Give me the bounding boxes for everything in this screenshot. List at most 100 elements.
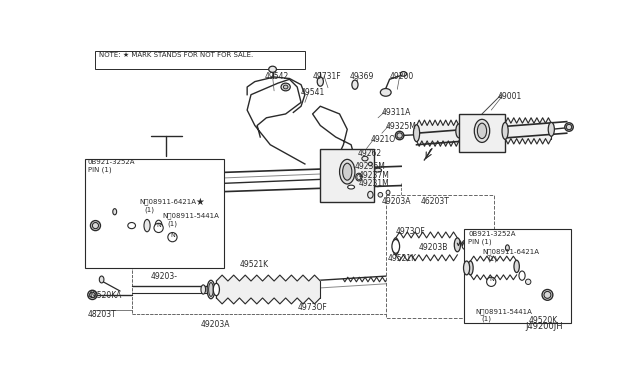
Text: 4921O: 4921O	[371, 135, 396, 144]
Ellipse shape	[342, 163, 352, 180]
Ellipse shape	[201, 285, 205, 294]
Text: (1): (1)	[168, 220, 178, 227]
Ellipse shape	[352, 80, 358, 89]
Text: PIN (1): PIN (1)	[88, 166, 111, 173]
Text: Nら08911-6421A: Nら08911-6421A	[482, 248, 539, 254]
Ellipse shape	[477, 123, 486, 139]
Text: 49203-: 49203-	[151, 272, 178, 281]
Ellipse shape	[462, 240, 468, 250]
Ellipse shape	[367, 191, 373, 198]
Text: N: N	[156, 223, 161, 228]
Text: 49203B: 49203B	[419, 243, 448, 252]
Ellipse shape	[544, 291, 551, 298]
Text: NOTE: ★ MARK STANDS FOR NOT FOR SALE.: NOTE: ★ MARK STANDS FOR NOT FOR SALE.	[99, 52, 253, 58]
Text: 49203A: 49203A	[201, 320, 230, 329]
Text: 49369: 49369	[349, 73, 374, 81]
Ellipse shape	[390, 275, 397, 284]
Ellipse shape	[514, 260, 519, 273]
Ellipse shape	[357, 174, 361, 180]
Ellipse shape	[566, 124, 572, 130]
Ellipse shape	[395, 279, 403, 285]
Text: Nら08911-5441A: Nら08911-5441A	[476, 308, 532, 315]
Ellipse shape	[92, 222, 99, 229]
Text: 49311A: 49311A	[382, 108, 412, 117]
Ellipse shape	[468, 261, 473, 275]
Text: 49001: 49001	[497, 92, 522, 102]
Ellipse shape	[88, 290, 97, 299]
Ellipse shape	[128, 222, 136, 229]
Ellipse shape	[362, 156, 368, 161]
Text: 49541: 49541	[301, 88, 325, 97]
Ellipse shape	[386, 190, 390, 195]
Text: 49520K: 49520K	[528, 316, 557, 325]
Ellipse shape	[502, 122, 508, 140]
Ellipse shape	[392, 240, 399, 253]
Text: PIN (1): PIN (1)	[468, 239, 492, 245]
Bar	[459, 114, 505, 153]
Bar	[86, 158, 224, 268]
Ellipse shape	[342, 166, 353, 183]
Text: 49521K: 49521K	[388, 254, 417, 263]
Ellipse shape	[339, 162, 356, 186]
Ellipse shape	[281, 83, 291, 91]
Ellipse shape	[525, 279, 531, 285]
Text: 49520KA: 49520KA	[88, 291, 122, 300]
Ellipse shape	[393, 238, 399, 255]
Text: 49231M: 49231M	[359, 179, 390, 188]
Text: ★: ★	[196, 197, 204, 207]
Text: 46203T: 46203T	[420, 197, 449, 206]
Ellipse shape	[485, 239, 492, 248]
Ellipse shape	[463, 261, 470, 275]
Ellipse shape	[340, 159, 355, 184]
Ellipse shape	[519, 271, 525, 280]
Ellipse shape	[380, 89, 391, 96]
Ellipse shape	[401, 71, 406, 76]
Ellipse shape	[90, 292, 95, 298]
Ellipse shape	[542, 289, 553, 300]
Ellipse shape	[90, 221, 100, 231]
Ellipse shape	[284, 85, 288, 89]
Text: J49200JH: J49200JH	[525, 322, 563, 331]
Text: 49325M: 49325M	[386, 122, 417, 131]
Text: 4973OF: 4973OF	[297, 302, 327, 312]
Text: 49521K: 49521K	[239, 260, 269, 269]
Ellipse shape	[213, 283, 220, 296]
Text: 0B921-3252A: 0B921-3252A	[468, 231, 516, 237]
Text: (1): (1)	[145, 206, 155, 213]
Ellipse shape	[155, 220, 162, 231]
Text: 0B921-3252A: 0B921-3252A	[88, 158, 135, 164]
Bar	[95, 51, 305, 69]
Text: N: N	[489, 277, 493, 282]
Ellipse shape	[207, 280, 215, 299]
Ellipse shape	[396, 131, 404, 140]
Ellipse shape	[454, 238, 460, 252]
Ellipse shape	[369, 162, 372, 166]
Ellipse shape	[99, 276, 104, 283]
Ellipse shape	[144, 219, 150, 232]
Ellipse shape	[456, 124, 462, 138]
Text: 48203T: 48203T	[88, 310, 116, 319]
Text: Nら08911-6421A: Nら08911-6421A	[140, 199, 196, 205]
Ellipse shape	[317, 77, 323, 86]
Ellipse shape	[132, 174, 147, 196]
Text: Nら08911-5441A: Nら08911-5441A	[163, 212, 220, 219]
Bar	[386, 195, 493, 318]
Text: 49262: 49262	[357, 150, 381, 158]
Ellipse shape	[348, 185, 355, 189]
Polygon shape	[216, 275, 320, 304]
Circle shape	[486, 277, 496, 286]
Ellipse shape	[158, 169, 175, 195]
Ellipse shape	[480, 242, 484, 248]
Ellipse shape	[413, 125, 420, 142]
Polygon shape	[470, 256, 516, 280]
Text: 49542: 49542	[265, 73, 289, 81]
Ellipse shape	[506, 245, 509, 251]
Text: (1): (1)	[481, 316, 492, 322]
Text: N: N	[170, 232, 175, 237]
Text: 4973OF: 4973OF	[396, 227, 426, 236]
Ellipse shape	[564, 123, 573, 131]
Ellipse shape	[374, 168, 381, 172]
Bar	[320, 148, 374, 202]
Polygon shape	[396, 232, 458, 261]
Ellipse shape	[136, 178, 143, 192]
